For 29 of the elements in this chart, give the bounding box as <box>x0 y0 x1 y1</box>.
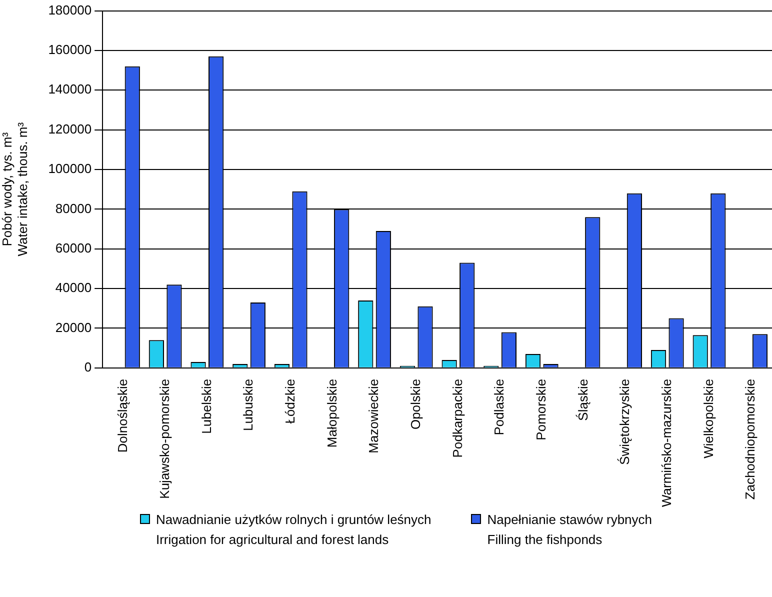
y-axis-title: Pobór wody, tys. m³ Water intake, thous. m³ <box>0 122 30 256</box>
x-tick-label: Mazowieckie <box>366 378 382 454</box>
y-tick-label: 40000 <box>55 280 92 296</box>
x-tick-label: Dolnośląskie <box>115 378 130 453</box>
x-tick-label: Łódzkie <box>282 378 298 424</box>
x-tick-label: Podkarpackie <box>450 378 465 458</box>
x-tick-label: Lubelskie <box>198 378 214 434</box>
x-tick-label: Śląskie <box>575 378 590 421</box>
y-tick-label: 100000 <box>48 161 92 176</box>
y-tick-label: 80000 <box>55 200 92 216</box>
y-tick-label: 140000 <box>48 82 92 97</box>
x-tick-label: Pomorskie <box>533 378 548 440</box>
legend-label: Napełnianie stawów rybnych Filling the fishponds <box>487 511 652 549</box>
x-tick-label: Lubuskie <box>240 378 256 431</box>
x-tick-label: Zachodniopomorskie <box>742 378 758 500</box>
y-tick-label: 120000 <box>48 121 92 136</box>
y-tick-label: 0 <box>84 359 92 374</box>
y-tick-label: 60000 <box>55 240 92 256</box>
x-tick-label: Kujawsko-pomorskie <box>156 378 172 499</box>
x-tick-label: Podlaskie <box>492 378 507 436</box>
y-tick-label: 180000 <box>48 2 92 18</box>
x-tick-label: Wielkopolskie <box>700 378 716 458</box>
legend-label: Nawadnianie użytków rolnych i gruntów leśnych Irrigation for agricultural and forest lands <box>156 511 432 549</box>
y-tick-label: 20000 <box>55 320 92 335</box>
x-tick-label: Warmińsko-mazurskie <box>658 378 674 508</box>
x-tick-label: Małopolskie <box>324 378 340 448</box>
x-tick-label: Opolskie <box>408 378 423 430</box>
y-tick-label: 160000 <box>48 42 92 58</box>
x-tick-label: Świętokrzyskie <box>617 378 632 465</box>
